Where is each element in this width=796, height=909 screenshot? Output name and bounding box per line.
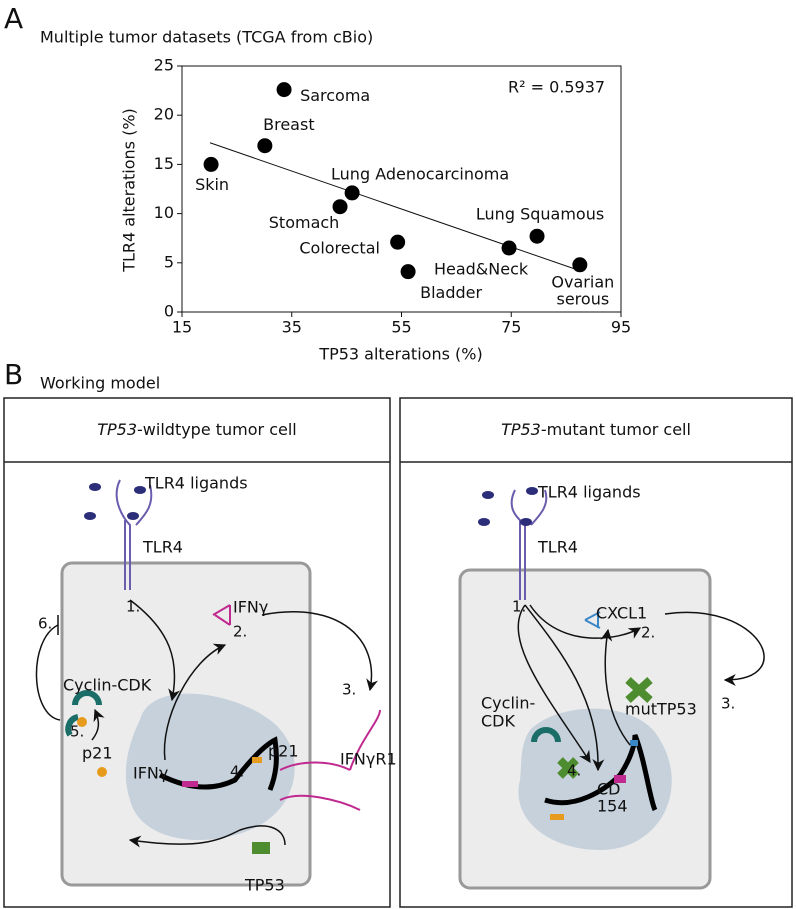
trend-line xyxy=(209,142,583,273)
panel-label: A xyxy=(4,2,23,35)
step-label: 4. xyxy=(567,762,581,780)
step-label: 3. xyxy=(721,695,735,713)
point-label: Breast xyxy=(263,115,314,134)
label: TLR4 ligands xyxy=(537,483,641,502)
label: IFNγ xyxy=(233,598,268,617)
x-tick-label: 35 xyxy=(282,318,302,337)
panel-label: B xyxy=(4,358,23,391)
point xyxy=(344,185,360,201)
point-label: Skin xyxy=(195,175,229,194)
y-tick-label: 5 xyxy=(164,252,174,271)
label: p21 xyxy=(82,744,113,763)
point xyxy=(390,234,406,250)
step-label: 6. xyxy=(38,615,52,633)
label: IFNγR1 xyxy=(340,750,397,769)
label: IFNγ xyxy=(133,764,168,783)
point-label: Colorectal xyxy=(299,239,380,258)
y-tick-label: 25 xyxy=(154,56,174,75)
label: TLR4 ligands xyxy=(144,474,248,493)
x-tick-label: 55 xyxy=(391,318,411,337)
step-label: 1. xyxy=(512,598,526,616)
point xyxy=(572,257,588,273)
point-label: Stomach xyxy=(269,213,340,232)
scatter-plot: 15 35 55 75 95 0 5 10 15 20 25 Skin Breast Sarcoma Sto… xyxy=(154,56,632,337)
label: CD xyxy=(597,780,621,799)
point xyxy=(400,264,416,280)
y-tick-label: 15 xyxy=(154,154,174,173)
point-label: serous xyxy=(557,289,610,308)
step-label: 1. xyxy=(126,598,140,616)
panel-header: TP53-wildtype tumor cell xyxy=(97,420,297,439)
step-label: 4. xyxy=(230,763,244,781)
x-tick-label: 75 xyxy=(501,318,521,337)
panel-header: TP53-mutant tumor cell xyxy=(501,420,691,439)
point-label: Ovarian xyxy=(551,272,614,291)
y-tick-label: 0 xyxy=(164,302,174,321)
point xyxy=(501,240,517,256)
label: TP53 xyxy=(244,876,285,895)
x-tick-label: 15 xyxy=(172,318,192,337)
annotation: R² = 0.5937 xyxy=(508,78,605,97)
label: p21 xyxy=(268,742,299,761)
mutant-panel: TP53-mutant tumor cell TLR4 ligands TLR4… xyxy=(399,397,793,908)
point xyxy=(529,228,545,244)
label: Cyclin-CDK xyxy=(63,676,152,695)
x-axis-label: TP53 alterations (%) xyxy=(318,345,482,364)
point-label: Lung Adenocarcinoma xyxy=(331,164,509,183)
point xyxy=(332,199,348,215)
step-label: 3. xyxy=(342,681,356,699)
y-axis-label: TLR4 alterations (%) xyxy=(120,108,139,273)
y-tick-label: 20 xyxy=(154,105,174,124)
panel-title: Working model xyxy=(40,374,160,393)
point-label: Lung Squamous xyxy=(476,205,604,224)
label: TLR4 xyxy=(142,538,183,557)
y-tick-label: 10 xyxy=(154,203,174,222)
point-label: Bladder xyxy=(420,283,482,302)
step-label: 2. xyxy=(233,623,247,641)
label: Cyclin- xyxy=(481,694,535,713)
x-tick-label: 95 xyxy=(611,318,631,337)
label: CDK xyxy=(481,712,515,731)
label: mutTP53 xyxy=(625,700,697,719)
point-label: Sarcoma xyxy=(300,86,370,105)
label: TLR4 xyxy=(537,538,578,557)
point xyxy=(203,156,219,172)
chart-title: Multiple tumor datasets (TCGA from cBio) xyxy=(40,28,373,47)
point xyxy=(257,138,273,154)
point xyxy=(276,82,292,98)
wildtype-panel: TP53-wildtype tumor cell TLR4 ligands TL… xyxy=(3,397,397,908)
step-label: 2. xyxy=(641,624,655,642)
label: CXCL1 xyxy=(596,604,647,623)
step-label: 5. xyxy=(70,723,84,741)
point-label: Head&Neck xyxy=(434,260,529,279)
label: 154 xyxy=(597,797,628,816)
